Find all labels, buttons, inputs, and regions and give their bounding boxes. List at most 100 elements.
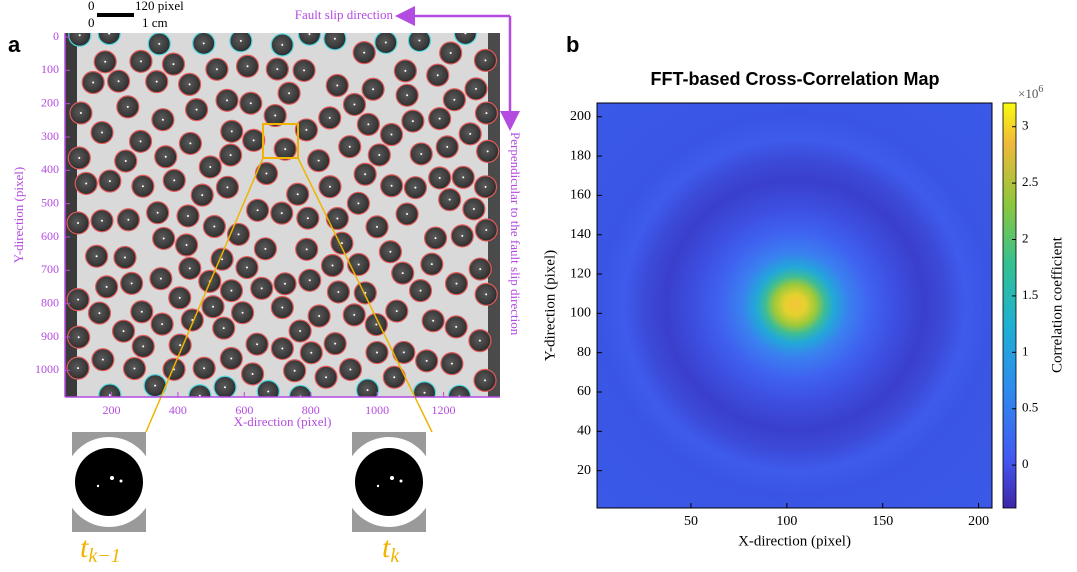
particle-center (305, 128, 308, 131)
particle (453, 33, 478, 46)
particle-center (239, 39, 242, 42)
particle-center (303, 69, 306, 72)
y-tick-label: 800 (41, 295, 59, 309)
zoom-line (297, 157, 433, 433)
y-tick-label: 120 (570, 266, 591, 281)
zoom-box (262, 123, 299, 159)
particle-center (172, 63, 175, 66)
particle-center (390, 133, 393, 136)
particle-center (367, 123, 370, 126)
particle-center (281, 347, 284, 350)
particle-center (264, 247, 267, 250)
particle-center (348, 145, 351, 148)
x-tick-label: 200 (968, 514, 989, 529)
x-tick-label: 1200 (432, 403, 456, 417)
y-tick-label: 200 (41, 95, 59, 109)
particle-center (187, 214, 190, 217)
particle-center (336, 217, 339, 220)
particle-center (389, 250, 392, 253)
particle-center (154, 384, 157, 387)
particle-center (372, 88, 375, 91)
particle-center (221, 258, 224, 261)
colorbar-tick-label: 3 (1022, 118, 1029, 133)
y-tick-label: 20 (577, 463, 591, 478)
particle-center (308, 279, 311, 282)
particle-center (484, 59, 487, 62)
x-tick-label: 600 (235, 403, 253, 417)
particle-center (188, 83, 191, 86)
particle-center (130, 282, 133, 285)
particle-center (472, 207, 475, 210)
particle-center (201, 194, 204, 197)
particle-center (485, 293, 488, 296)
particle (297, 33, 322, 46)
particle-center (469, 132, 472, 135)
colorbar-tick-label: 1 (1022, 343, 1029, 358)
particle-center (230, 130, 233, 133)
particle-center (478, 339, 481, 342)
particle-center (198, 394, 201, 397)
y-tick-label: 80 (577, 345, 591, 360)
particle-center (485, 229, 488, 232)
particle-center (209, 165, 212, 168)
particle-center (357, 263, 360, 266)
particle-center (419, 289, 422, 292)
particle-center (77, 367, 80, 370)
particle-center (450, 362, 453, 365)
particle-center (310, 351, 313, 354)
scale-label: 120 pixel (135, 0, 184, 13)
particle-center (98, 312, 101, 315)
y-tick-label: 700 (41, 262, 59, 276)
particle-center (161, 118, 164, 121)
x-tick-label: 150 (872, 514, 893, 529)
particle-center (123, 256, 126, 259)
particle-center (401, 272, 404, 275)
y-tick-label: 1000 (35, 362, 59, 376)
particle-center (376, 225, 379, 228)
y-axis-label: Y-direction (pixel) (542, 250, 558, 361)
particle-center (203, 367, 206, 370)
particle-center (164, 155, 167, 158)
particle-center (191, 318, 194, 321)
particle-center (226, 186, 229, 189)
particle-center (336, 84, 339, 87)
particle (407, 33, 432, 53)
particle-center (306, 217, 309, 220)
particle-center (484, 379, 487, 382)
particle-center (411, 120, 414, 123)
particle-center (215, 68, 218, 71)
scale-bar (97, 13, 134, 17)
particle-center (376, 351, 379, 354)
particle-center (484, 185, 487, 188)
particle-center (449, 51, 452, 54)
particle-center (126, 105, 129, 108)
particle-center (337, 290, 340, 293)
particle-center (485, 112, 488, 115)
particle-center (77, 298, 80, 301)
particle-center (101, 131, 104, 134)
particle-center (252, 139, 255, 142)
particle-center (378, 153, 381, 156)
colorbar (1002, 102, 1017, 509)
plot-frame (596, 102, 993, 509)
particle-center (464, 33, 467, 35)
particle-center (78, 34, 81, 37)
particle-center (108, 394, 111, 397)
particle-center (375, 323, 378, 326)
particle-center (453, 98, 456, 101)
particle-center (202, 42, 205, 45)
particle-center (142, 345, 145, 348)
particle-center (173, 179, 176, 182)
particle-center (85, 182, 88, 185)
annotation: Fault slip direction (295, 7, 394, 22)
y-tick-label: 60 (577, 384, 591, 399)
particle-center (436, 74, 439, 77)
particle-center (331, 264, 334, 267)
particle-center (475, 87, 478, 90)
scale-label: 1 cm (142, 15, 168, 30)
particle-center (230, 289, 233, 292)
particle-center (104, 60, 107, 63)
particle-center (288, 92, 291, 95)
particle-center (139, 140, 142, 143)
